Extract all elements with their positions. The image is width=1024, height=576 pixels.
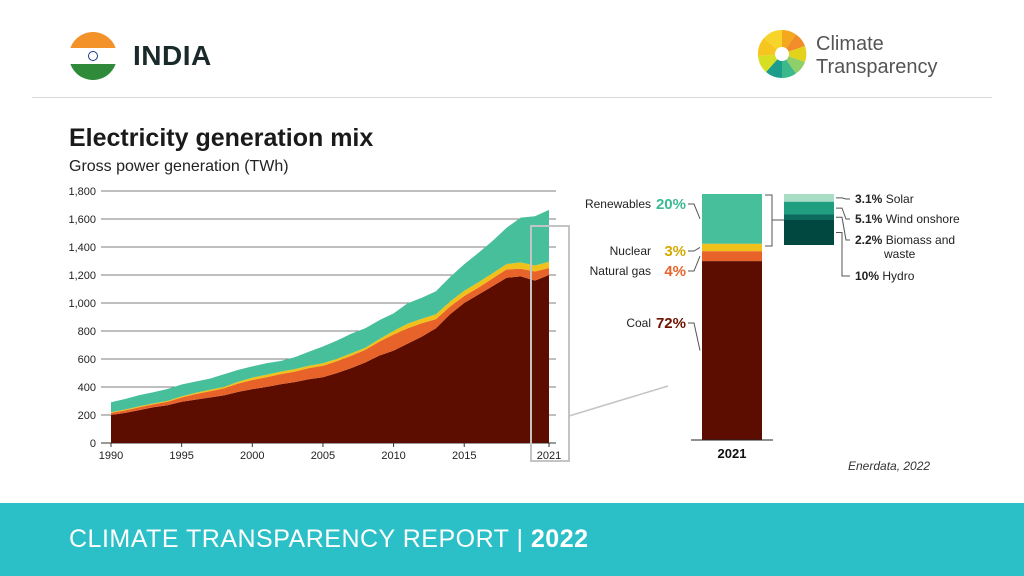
y-tick-label: 1,400 — [68, 242, 96, 254]
y-tick-label: 200 — [78, 410, 96, 422]
breakdown-name: Wind onshore — [882, 212, 960, 226]
bar-label-share: 3% — [664, 243, 686, 260]
bar-label-share: 20% — [656, 196, 686, 213]
breakdown-leader — [836, 207, 850, 220]
breakdown-share: 10% — [855, 269, 879, 283]
solar-segment — [784, 194, 834, 202]
bar-label-leader — [688, 246, 701, 252]
header: INDIA Climate Transparency — [0, 0, 1024, 98]
bar-label-name: Coal — [626, 316, 651, 330]
climate-transparency-logo-icon — [757, 29, 807, 79]
y-tick-label: 400 — [78, 382, 96, 394]
chart-title: Electricity generation mix — [69, 124, 374, 152]
bar-label-leader — [688, 203, 701, 219]
x-tick-label: 2000 — [240, 450, 264, 462]
india-flag-icon — [69, 32, 117, 80]
logo-line2: Transparency — [816, 56, 938, 78]
x-tick-label: 2010 — [381, 450, 405, 462]
logo-text: Climate Transparency — [816, 33, 938, 79]
hydro-segment — [784, 220, 834, 245]
highlight-box-2021 — [530, 225, 570, 462]
breakdown-name: Biomass and — [882, 233, 955, 247]
chart-subtitle: Gross power generation (TWh) — [69, 158, 289, 175]
y-tick-label: 800 — [78, 326, 96, 338]
nuclear-bar-segment — [702, 243, 762, 252]
footer: CLIMATE TRANSPARENCY REPORT | 2022 — [0, 503, 1024, 576]
breakdown-label: 5.1% Wind onshore — [855, 212, 960, 226]
bar-label-name: Renewables — [585, 197, 651, 211]
connector-line — [568, 385, 669, 417]
logo-line1: Climate — [816, 33, 884, 55]
renewables-breakdown: 3.1% Solar 5.1% Wind onshore 2.2% Biomass … — [765, 192, 960, 283]
electricity-mix-chart: 0 200 400 600 800 1,000 1,200 1,400 1,600 1,800 19… — [68, 186, 960, 462]
country-name: INDIA — [133, 40, 212, 71]
biomass-waste-segment — [784, 214, 834, 220]
x-tick-label: 1990 — [99, 450, 123, 462]
breakdown-label: 10% Hydro — [855, 269, 915, 283]
footer-separator: | — [516, 525, 524, 553]
bar-label-name: Nuclear — [610, 244, 651, 258]
breakdown-bracket — [765, 194, 773, 247]
footer-year: 2022 — [530, 525, 589, 553]
coal-bar-segment — [702, 261, 762, 440]
breakdown-leader — [836, 216, 850, 241]
renewables-bar-segment — [702, 194, 762, 244]
y-tick-label: 0 — [90, 438, 96, 450]
natural-gas-bar-segment — [702, 251, 762, 262]
area-axis: 0 200 400 600 800 1,000 1,200 1,400 1,600 1,800 19… — [68, 186, 561, 462]
breakdown-share: 2.2% — [855, 233, 883, 247]
x-tick-label: 1995 — [169, 450, 193, 462]
breakdown-leader — [836, 232, 850, 277]
bar-label-share: 4% — [664, 263, 686, 280]
source-note: Enerdata, 2022 — [848, 459, 931, 473]
footer-report: CLIMATE TRANSPARENCY REPORT — [69, 525, 509, 553]
bar-category-label: 2021 — [718, 446, 747, 461]
y-tick-label: 1,000 — [68, 298, 96, 310]
bar-label-name: Natural gas — [590, 264, 651, 278]
highlight-callout — [530, 225, 669, 462]
footer-text: CLIMATE TRANSPARENCY REPORT | 2022 — [69, 525, 589, 554]
bar-label-leader — [688, 255, 701, 272]
renewables-area — [111, 209, 549, 413]
area-layers — [111, 209, 549, 443]
bar-label-leader — [688, 322, 701, 351]
breakdown-name-line2: waste — [883, 247, 916, 261]
breakdown-share: 3.1% — [855, 192, 883, 206]
breakdown-share: 5.1% — [855, 212, 883, 226]
wind-onshore-segment — [784, 201, 834, 215]
breakdown-label: 2.2% Biomass and — [855, 233, 955, 247]
x-tick-label: 2005 — [311, 450, 335, 462]
y-tick-label: 600 — [78, 354, 96, 366]
share-bar: 2021 Coal 72% Natural gas 4% Nuclear 3% Renewab… — [585, 194, 773, 461]
breakdown-name: Hydro — [879, 269, 915, 283]
breakdown-name: Solar — [882, 192, 913, 206]
x-tick-label: 2021 — [537, 450, 561, 462]
breakdown-leader — [836, 197, 850, 200]
y-tick-label: 1,600 — [68, 214, 96, 226]
coal-area — [111, 275, 549, 443]
y-tick-label: 1,200 — [68, 270, 96, 282]
bar-label-share: 72% — [656, 315, 686, 332]
y-tick-label: 1,800 — [68, 186, 96, 198]
x-tick-label: 2015 — [452, 450, 476, 462]
breakdown-label: 3.1% Solar — [855, 192, 914, 206]
header-divider — [32, 97, 992, 98]
